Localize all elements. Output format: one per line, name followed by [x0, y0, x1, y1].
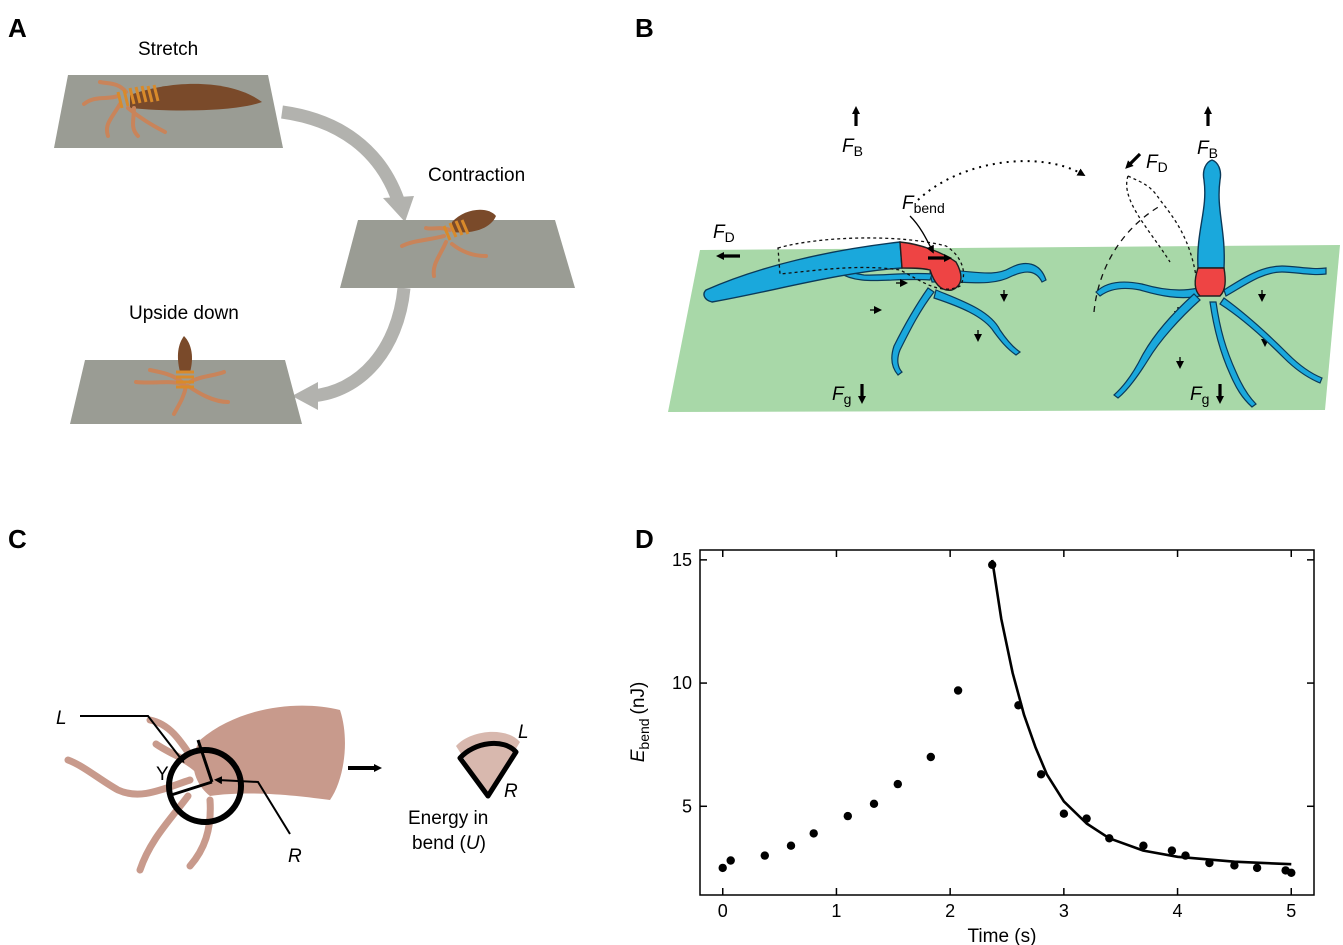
- data-point: [1252, 863, 1262, 873]
- data-point: [1139, 841, 1148, 850]
- force-gravity-left: Fg: [832, 384, 851, 407]
- data-point: [1014, 701, 1023, 710]
- flip-trajectory-arrow: [917, 160, 1086, 201]
- left-hydra-ghost-outline: [777, 237, 965, 290]
- data-point: [1205, 858, 1214, 868]
- panel-b: B: [635, 13, 1340, 412]
- panel-a: A Stretch Contraction Upside down: [8, 13, 575, 424]
- chart-frame: [699, 549, 1315, 896]
- force-bend: Fbend: [902, 193, 945, 216]
- y-axis-label: Ebend(nJ): [628, 682, 652, 763]
- energy-wedge: [457, 740, 519, 799]
- right-hydra-red-section: [1194, 267, 1226, 297]
- right-hydra-ghost-arc: [1093, 205, 1161, 313]
- x-tick-label: 4: [1173, 901, 1183, 921]
- data-point: [718, 863, 727, 873]
- force-drag-right: FD: [1146, 152, 1168, 175]
- data-point: [926, 752, 935, 762]
- data-point: [893, 779, 902, 789]
- data-point: [1230, 861, 1239, 870]
- y-tick-label: 10: [672, 673, 692, 693]
- data-point: [843, 811, 852, 821]
- data-point: [1105, 834, 1114, 843]
- data-point: [988, 560, 997, 569]
- energy-caption-line1: Energy in: [408, 808, 488, 829]
- wedge-L-label: L: [518, 722, 529, 743]
- right-hydra-tentacles: [1095, 265, 1327, 408]
- force-arrows: [716, 106, 1224, 404]
- contraction-to-upside-down-arrow: [311, 287, 411, 403]
- data-point: [786, 841, 796, 850]
- x-tick-label: 5: [1286, 901, 1296, 921]
- x-tick-label: 1: [831, 901, 841, 921]
- data-point: [1082, 814, 1091, 823]
- x-axis-label: Time (s): [968, 926, 1037, 945]
- data-point: [953, 686, 963, 695]
- L-label: L: [56, 708, 67, 729]
- data-point: [1059, 809, 1069, 818]
- fit-curve: [990, 559, 1292, 866]
- data-point: [1287, 868, 1296, 877]
- R-label: R: [288, 846, 302, 867]
- panel-d-letter: D: [635, 524, 654, 554]
- bend-circle: [166, 747, 244, 825]
- panel-b-letter: B: [635, 13, 654, 43]
- energy-caption-line2: bend (U): [412, 833, 486, 854]
- hydra-tissue-tentacles: [64, 716, 214, 874]
- left-hydra-red-section: [899, 241, 962, 291]
- y-tick-label: 15: [672, 550, 692, 570]
- stretch-to-contraction-arrow: [281, 105, 405, 203]
- hydra-tissue-body: [193, 705, 345, 800]
- data-point: [1167, 846, 1177, 855]
- stretch-hydra: [82, 80, 262, 138]
- panel-c: C L R Y L R Energy in bend (U): [8, 524, 529, 874]
- data-point: [760, 851, 769, 860]
- L-pointer: [80, 715, 185, 764]
- contraction-hydra: [400, 209, 496, 278]
- data-point: [1036, 770, 1046, 779]
- R-pointer: [214, 776, 291, 835]
- chart-layer: 0 1 2 3 4 5 5 10 15: [672, 550, 1314, 921]
- data-point: [1181, 851, 1190, 860]
- x-tick-label: 3: [1059, 901, 1069, 921]
- stretch-label: Stretch: [138, 39, 198, 60]
- panel-c-letter: C: [8, 524, 27, 554]
- upside-down-label: Upside down: [129, 303, 239, 324]
- y-tick-label: 5: [682, 796, 692, 816]
- data-point: [869, 799, 879, 808]
- force-buoyancy-left: FB: [842, 136, 863, 159]
- wedge-R-label: R: [504, 781, 518, 802]
- bend-angle-lines: [167, 739, 214, 798]
- force-drag-left: FD: [713, 222, 735, 245]
- bend-pointer: [909, 215, 934, 254]
- force-buoyancy-right: FB: [1197, 138, 1218, 161]
- data-point: [809, 829, 818, 838]
- force-gravity-right: Fg: [1190, 384, 1209, 407]
- right-hydra-ghost-outline: [1126, 175, 1197, 277]
- substrate-plane: [668, 245, 1340, 412]
- stretch-to-contraction-arrowhead: [383, 196, 414, 222]
- contraction-to-upside-down-arrowhead: [292, 382, 318, 410]
- contraction-plane: [340, 220, 575, 288]
- data-point: [726, 856, 735, 865]
- panel-a-letter: A: [8, 13, 27, 43]
- bend-angle-gamma: Y: [156, 764, 169, 785]
- contraction-label: Contraction: [428, 165, 525, 186]
- right-hydra-body: [1197, 159, 1225, 269]
- x-tick-label: 2: [945, 901, 955, 921]
- x-tick-label: 0: [718, 901, 728, 921]
- upside-down-hydra: [134, 336, 230, 416]
- panel-d: D 0 1 2 3 4 5 5 10 15 Time (s) Ebend(nJ): [628, 524, 1315, 945]
